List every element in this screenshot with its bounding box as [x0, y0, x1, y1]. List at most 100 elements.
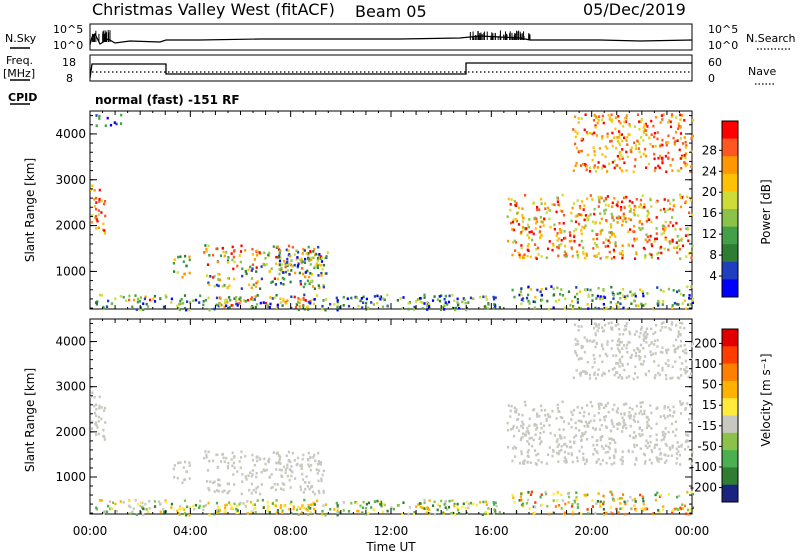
data-cell	[621, 416, 624, 420]
data-cell	[634, 412, 637, 416]
data-cell	[266, 500, 269, 504]
data-cell	[628, 375, 631, 378]
data-cell	[679, 196, 682, 200]
data-cell	[591, 132, 594, 136]
data-cell	[447, 300, 451, 304]
data-cell	[278, 263, 281, 267]
data-cell	[321, 512, 324, 516]
data-cell	[322, 299, 325, 302]
data-cell	[596, 439, 599, 442]
data-cell	[556, 403, 559, 407]
data-cell	[596, 443, 599, 447]
data-cell	[645, 133, 648, 136]
data-cell	[520, 293, 523, 297]
data-cell	[538, 442, 542, 446]
data-cell	[642, 346, 645, 350]
data-cell	[680, 362, 684, 365]
data-cell	[311, 490, 315, 494]
data-cell	[684, 152, 687, 155]
data-cell	[565, 445, 568, 448]
data-cell	[598, 354, 601, 358]
data-cell	[316, 266, 319, 270]
data-cell	[651, 352, 654, 356]
data-cell	[623, 368, 626, 372]
data-cell	[621, 462, 624, 466]
data-cell	[646, 423, 649, 427]
data-cell	[285, 261, 289, 264]
data-cell	[556, 196, 559, 199]
data-cell	[634, 354, 637, 358]
data-cell	[277, 454, 281, 457]
data-cell	[639, 155, 642, 159]
ytick-label: 4000	[55, 335, 86, 349]
data-cell	[678, 148, 681, 152]
data-cell	[536, 415, 539, 418]
data-cell	[535, 217, 538, 221]
data-cell	[219, 278, 222, 282]
ytick-label: 2000	[55, 425, 86, 439]
data-cell	[584, 224, 587, 228]
data-cell	[570, 211, 573, 215]
data-cell	[492, 295, 495, 299]
data-cell	[610, 285, 613, 289]
data-cell	[609, 301, 612, 304]
data-cell	[306, 509, 309, 512]
data-cell	[565, 461, 568, 464]
data-cell	[532, 438, 535, 442]
colorbar-tick-label: 28	[702, 143, 717, 157]
data-cell	[421, 506, 424, 509]
data-cell	[320, 274, 323, 277]
data-cell	[645, 220, 648, 223]
data-cell	[511, 241, 515, 244]
data-cell	[565, 255, 568, 258]
ytick-label: 1000	[55, 264, 86, 278]
data-cell	[241, 480, 244, 483]
data-cell	[245, 478, 248, 481]
data-cell	[691, 119, 695, 122]
data-cell	[509, 203, 512, 206]
data-cell	[557, 237, 560, 240]
data-cell	[246, 298, 250, 302]
data-cell	[650, 119, 653, 123]
data-cell	[633, 299, 636, 303]
data-cell	[604, 415, 607, 418]
data-cell	[685, 366, 688, 369]
data-cell	[431, 299, 435, 302]
data-cell	[614, 244, 617, 248]
data-cell	[475, 503, 478, 507]
data-cell	[679, 157, 682, 160]
data-cell	[300, 259, 303, 262]
data-cell	[321, 304, 324, 308]
data-cell	[659, 329, 662, 332]
data-cell	[613, 196, 616, 200]
data-cell	[244, 454, 247, 458]
data-cell	[667, 430, 670, 434]
colorbar-segment	[722, 380, 738, 399]
data-cell	[576, 498, 579, 501]
data-cell	[656, 286, 659, 289]
data-cell	[278, 249, 281, 253]
data-cell	[545, 492, 548, 496]
data-cell	[426, 304, 429, 307]
data-cell	[662, 505, 665, 508]
data-cell	[267, 253, 270, 257]
data-cell	[525, 502, 529, 505]
data-cell	[588, 214, 591, 218]
data-cell	[675, 447, 678, 451]
data-cell	[107, 299, 110, 303]
data-cell	[581, 225, 584, 229]
data-cell	[610, 491, 613, 494]
data-cell	[643, 331, 646, 335]
data-cell	[659, 121, 662, 124]
data-cell	[336, 511, 339, 514]
data-cell	[485, 295, 488, 298]
data-cell	[278, 268, 281, 271]
data-cell	[250, 511, 253, 514]
data-cell	[216, 466, 219, 469]
data-cell	[299, 488, 302, 491]
data-cell	[294, 271, 297, 275]
data-cell	[226, 261, 230, 264]
data-cell	[684, 200, 687, 203]
data-cell	[408, 301, 412, 304]
data-cell	[673, 410, 676, 413]
